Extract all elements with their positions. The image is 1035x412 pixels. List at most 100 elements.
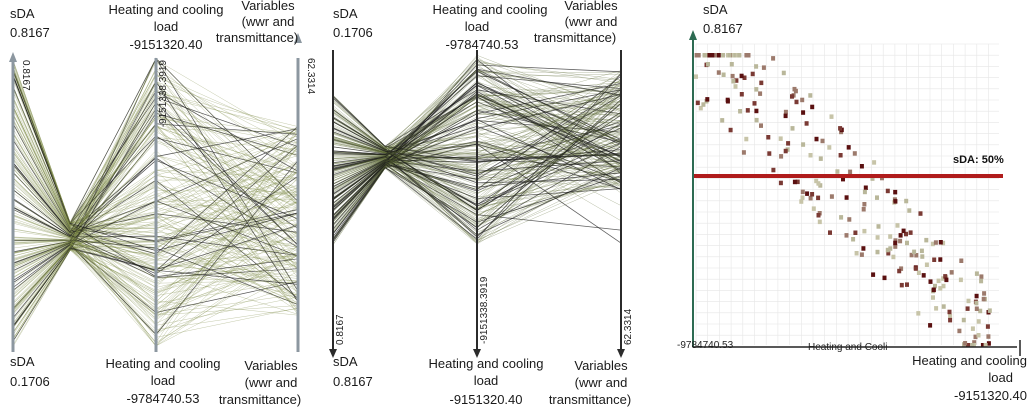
pc2-series-line bbox=[332, 94, 622, 174]
scatter-point bbox=[710, 53, 715, 58]
scatter-point bbox=[814, 136, 819, 142]
pc1-series-line bbox=[12, 144, 299, 313]
scatter-point bbox=[720, 118, 725, 123]
pc2-series-line bbox=[332, 92, 622, 243]
pc2-series-line bbox=[332, 127, 622, 211]
pc2-series-line bbox=[332, 88, 622, 233]
pc2-load-top-value: -9784740.53 bbox=[445, 37, 518, 52]
pc1-series-line bbox=[12, 159, 299, 237]
scatter-point bbox=[981, 296, 986, 302]
pc1-series-line bbox=[12, 232, 299, 312]
scatter-plot-area bbox=[696, 44, 999, 345]
pc2-series-line bbox=[332, 79, 622, 191]
pc1-series-line bbox=[12, 214, 299, 284]
pc1-series-line bbox=[12, 82, 299, 304]
scatter-point bbox=[816, 181, 821, 186]
pc1-series-line bbox=[12, 99, 299, 244]
pc1-series-line bbox=[12, 107, 299, 304]
scatter-point bbox=[859, 252, 864, 257]
scatter-point bbox=[875, 195, 879, 200]
scatter-point bbox=[707, 53, 712, 58]
scatter-point bbox=[851, 237, 856, 242]
pc2-series-line bbox=[332, 160, 622, 206]
pc1-series-line bbox=[12, 171, 299, 241]
pc1-series-line bbox=[12, 95, 299, 235]
pc1-series-line bbox=[12, 68, 299, 307]
pc1-series-line bbox=[12, 131, 299, 241]
pc2-series-line bbox=[332, 114, 622, 167]
pc2-series-line bbox=[332, 109, 622, 157]
pc2-series-line bbox=[332, 118, 622, 226]
scatter-point bbox=[982, 291, 987, 296]
scatter-point bbox=[817, 219, 822, 225]
pc1-series-line bbox=[12, 105, 299, 273]
scatter-point bbox=[810, 192, 815, 197]
pc2-series-line bbox=[332, 82, 622, 187]
pc1-series-line bbox=[12, 113, 299, 316]
scatter-point bbox=[938, 257, 943, 262]
pc1-series-line bbox=[12, 170, 299, 310]
scatter-point bbox=[759, 123, 763, 128]
pc1-series-line bbox=[12, 174, 299, 239]
scatter-point bbox=[733, 84, 738, 89]
pc1-series-line bbox=[12, 86, 299, 311]
pc1-series-line bbox=[12, 246, 299, 312]
pc2-var-top-label-line3: transmittance) bbox=[534, 30, 616, 45]
scatter-point bbox=[739, 73, 744, 79]
pc2-series-line bbox=[332, 95, 622, 219]
scatter-point bbox=[744, 53, 749, 58]
scatter-point bbox=[905, 240, 909, 246]
scatter-point bbox=[974, 271, 979, 276]
scatter-point bbox=[783, 113, 788, 119]
pc1-series-line bbox=[12, 117, 299, 233]
scatter-point bbox=[934, 306, 939, 311]
pc2-series-line bbox=[332, 90, 622, 159]
pc2-series-line bbox=[332, 154, 622, 236]
scatter-point bbox=[938, 240, 943, 245]
pc2-var-top-label-line1: Variables bbox=[564, 0, 618, 13]
pc2-series-line bbox=[332, 116, 622, 227]
scatter-point bbox=[794, 99, 799, 105]
scatter-point bbox=[893, 189, 898, 195]
pc1-series-line bbox=[12, 115, 299, 236]
scatter-point bbox=[909, 252, 914, 258]
pc1-series-line bbox=[12, 163, 299, 333]
pc1-series-line bbox=[12, 234, 299, 340]
pc1-sda-bottom-value: 0.1706 bbox=[10, 374, 50, 389]
scatter-point bbox=[727, 53, 732, 58]
pc1-series-line bbox=[12, 213, 299, 309]
scatter-point bbox=[754, 117, 759, 123]
scatter-point bbox=[808, 195, 813, 201]
scatter-point bbox=[859, 164, 864, 169]
scatter-point bbox=[838, 126, 843, 131]
scatter-point bbox=[978, 308, 983, 314]
pc1-series-line bbox=[12, 66, 299, 246]
scatter-point bbox=[972, 340, 977, 345]
scatter-point bbox=[705, 53, 710, 58]
pc2-series-line bbox=[332, 116, 622, 157]
pc1-series-line bbox=[12, 241, 299, 300]
scatter-point bbox=[754, 64, 759, 69]
pc1-series-line bbox=[12, 177, 299, 316]
scatter-point bbox=[801, 142, 806, 147]
scatter-point bbox=[750, 71, 755, 77]
pc1-series-line bbox=[12, 106, 299, 228]
pc1-series-line bbox=[12, 101, 299, 309]
scatter-point bbox=[790, 126, 795, 131]
pc1-series-line bbox=[12, 87, 299, 253]
scatter-point bbox=[885, 188, 890, 194]
pc1-series-line bbox=[12, 155, 299, 234]
scatter-point bbox=[781, 70, 786, 76]
pc2-series-line bbox=[332, 116, 622, 172]
scatter-point bbox=[970, 343, 975, 348]
scatter-point bbox=[698, 105, 703, 111]
scatter-point bbox=[716, 70, 721, 75]
pc1-series-line bbox=[12, 91, 299, 227]
pc2-series-line bbox=[332, 143, 622, 244]
scatter-point bbox=[928, 279, 933, 284]
scatter-point bbox=[898, 238, 903, 244]
scatter-point bbox=[921, 273, 926, 278]
pc1-series-line bbox=[12, 211, 299, 312]
pc2-series-line bbox=[332, 93, 622, 200]
scatter-point bbox=[904, 198, 909, 204]
